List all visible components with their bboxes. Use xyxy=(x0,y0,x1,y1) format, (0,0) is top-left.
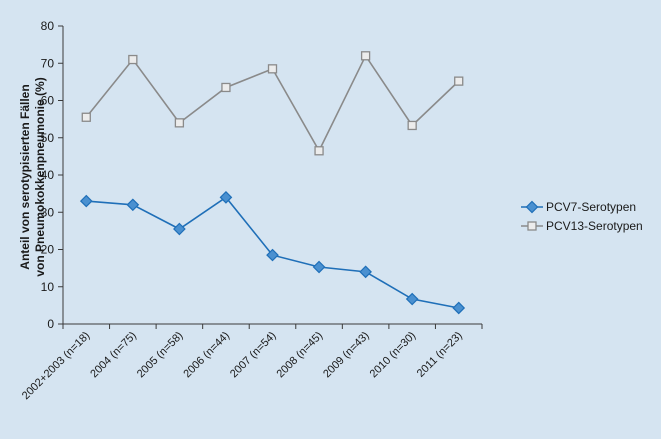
data-point xyxy=(127,199,138,210)
legend-item: PCV13-Serotypen xyxy=(521,219,643,233)
x-tick-label: 2011 (n=23) xyxy=(415,330,465,380)
data-point xyxy=(175,119,183,127)
data-point xyxy=(453,302,464,313)
x-tick-label: 2010 (n=30) xyxy=(368,330,419,381)
x-tick-label: 2005 (n=58) xyxy=(135,330,186,381)
x-tick-label: 2008 (n=45) xyxy=(275,330,326,381)
y-axis-title-line1: Anteil von serotypisierten Fällen xyxy=(18,84,32,269)
x-tick-label: 2009 (n=43) xyxy=(321,330,372,381)
x-tick-label: 2006 (n=44) xyxy=(181,330,232,381)
data-point xyxy=(362,52,370,60)
y-tick-label: 20 xyxy=(41,243,55,257)
data-point xyxy=(455,77,463,85)
y-tick-label: 0 xyxy=(47,317,54,331)
legend-label: PCV13-Serotypen xyxy=(546,219,643,233)
x-tick-label: 2002+2003 (n=18) xyxy=(20,330,93,403)
y-tick-label: 70 xyxy=(41,56,55,70)
series-group xyxy=(81,52,464,314)
x-tick-label: 2004 (n=75) xyxy=(88,330,139,381)
y-tick-label: 50 xyxy=(41,131,55,145)
x-tick-label: 2007 (n=54) xyxy=(228,330,279,381)
data-point xyxy=(81,196,92,207)
series-1 xyxy=(81,192,464,314)
y-tick-label: 40 xyxy=(41,168,55,182)
y-tick-label: 30 xyxy=(41,205,55,219)
data-point xyxy=(82,113,90,121)
data-point xyxy=(314,262,325,273)
data-point xyxy=(174,224,185,235)
y-tick-label: 80 xyxy=(41,19,55,33)
data-point xyxy=(129,56,137,64)
data-point xyxy=(407,294,418,305)
data-point xyxy=(222,83,230,91)
legend: PCV7-Serotypen PCV13-Serotypen xyxy=(521,200,643,233)
data-point xyxy=(269,65,277,73)
series-2 xyxy=(82,52,462,155)
legend-item: PCV7-Serotypen xyxy=(521,200,636,214)
y-tick-label: 60 xyxy=(41,94,55,108)
legend-label: PCV7-Serotypen xyxy=(546,200,636,214)
legend-marker xyxy=(527,202,538,213)
legend-marker xyxy=(528,222,536,230)
axes: 0 10 20 30 40 50 60 70 80 2002+2003 (n=18)2004 (n… xyxy=(20,19,482,402)
data-point xyxy=(315,147,323,155)
data-point xyxy=(360,266,371,277)
y-tick-label: 10 xyxy=(41,280,55,294)
data-point xyxy=(408,121,416,129)
